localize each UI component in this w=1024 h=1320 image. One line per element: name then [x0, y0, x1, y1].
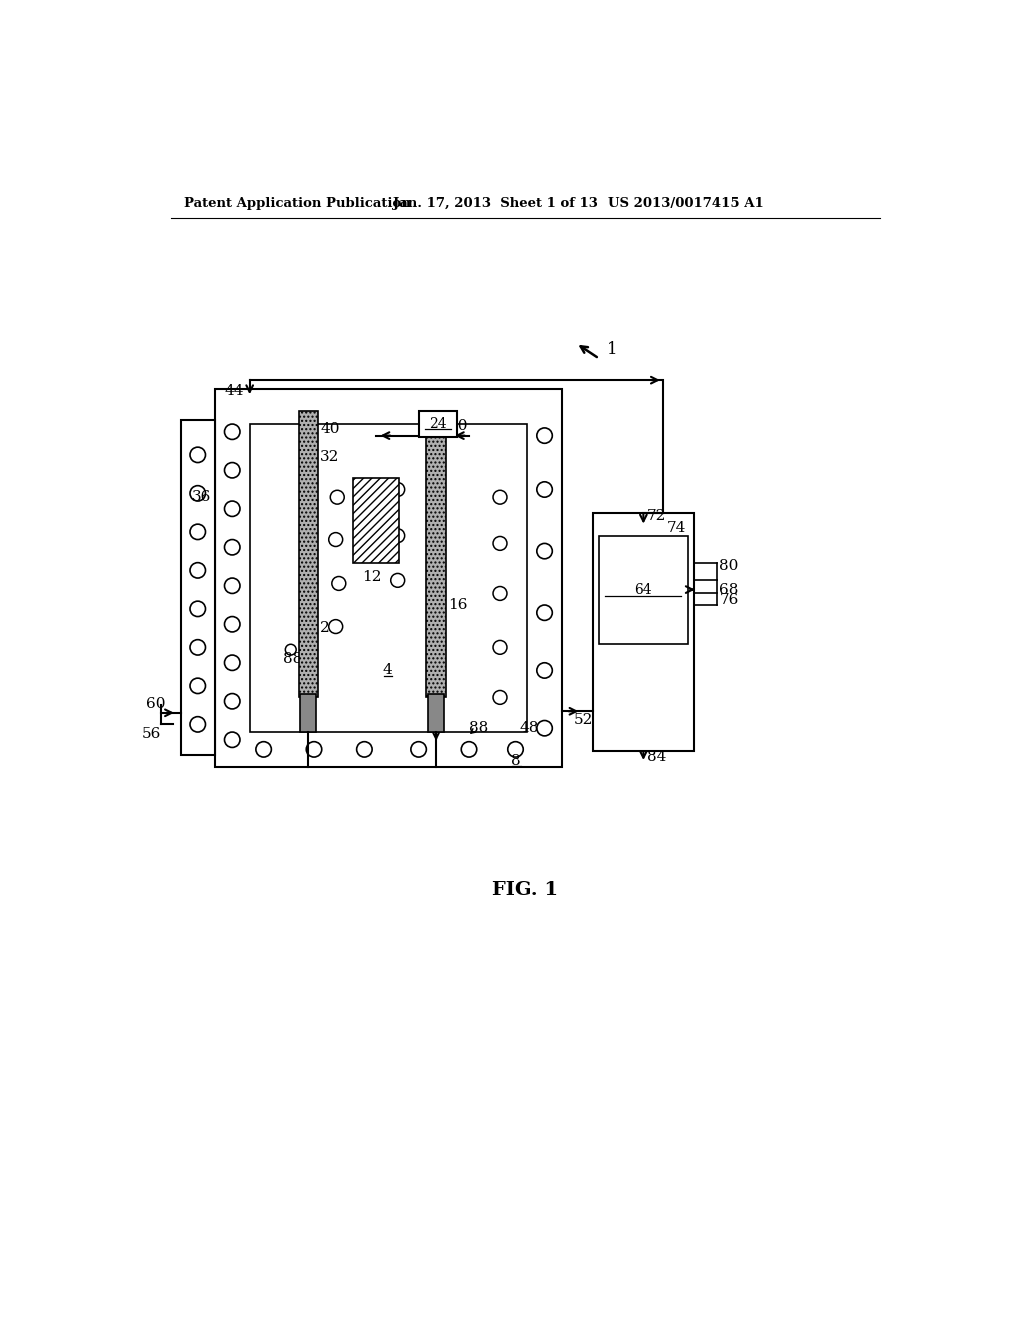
Circle shape	[190, 640, 206, 655]
Text: 28: 28	[321, 622, 340, 635]
Circle shape	[391, 573, 404, 587]
Circle shape	[537, 428, 552, 444]
Bar	[300, 693, 316, 733]
Text: Patent Application Publication: Patent Application Publication	[183, 197, 411, 210]
Circle shape	[224, 655, 240, 671]
Circle shape	[391, 483, 404, 496]
Text: 20: 20	[449, 420, 468, 433]
Circle shape	[190, 717, 206, 733]
Circle shape	[190, 486, 206, 502]
Text: FIG. 1: FIG. 1	[492, 880, 558, 899]
Bar	[599, 536, 687, 644]
Circle shape	[331, 490, 344, 504]
Text: 74: 74	[667, 521, 686, 535]
Text: 40: 40	[321, 422, 340, 437]
Bar	[180, 420, 215, 755]
Circle shape	[537, 544, 552, 558]
Circle shape	[411, 742, 426, 758]
Bar	[426, 411, 445, 697]
Circle shape	[493, 640, 507, 655]
Bar	[352, 478, 399, 562]
Text: 48: 48	[519, 721, 539, 735]
Bar	[250, 424, 527, 733]
Circle shape	[224, 693, 240, 709]
Text: 80: 80	[719, 560, 738, 573]
Circle shape	[537, 721, 552, 737]
Text: 68: 68	[719, 582, 738, 597]
Text: 44: 44	[224, 384, 245, 397]
Circle shape	[190, 601, 206, 616]
Circle shape	[537, 663, 552, 678]
Text: US 2013/0017415 A1: US 2013/0017415 A1	[608, 197, 764, 210]
Bar	[419, 411, 458, 437]
Circle shape	[537, 482, 552, 498]
Circle shape	[224, 733, 240, 747]
Text: 76: 76	[719, 593, 738, 607]
Circle shape	[224, 578, 240, 594]
Text: 12: 12	[362, 570, 382, 585]
Text: 8: 8	[511, 754, 520, 767]
Circle shape	[329, 533, 343, 546]
Circle shape	[224, 616, 240, 632]
Circle shape	[224, 502, 240, 516]
Text: 32: 32	[319, 450, 339, 465]
Circle shape	[256, 742, 271, 758]
Circle shape	[190, 678, 206, 693]
Text: 1: 1	[607, 341, 617, 358]
Text: 56: 56	[142, 727, 162, 742]
Circle shape	[537, 605, 552, 620]
Bar	[593, 512, 693, 751]
Bar	[215, 389, 562, 767]
Circle shape	[356, 742, 372, 758]
Text: 36: 36	[193, 490, 212, 504]
Circle shape	[508, 742, 523, 758]
Text: Jan. 17, 2013  Sheet 1 of 13: Jan. 17, 2013 Sheet 1 of 13	[393, 197, 598, 210]
Text: 88: 88	[469, 721, 488, 735]
Circle shape	[493, 536, 507, 550]
Circle shape	[224, 424, 240, 440]
Circle shape	[493, 690, 507, 705]
Text: 60: 60	[145, 697, 165, 710]
Circle shape	[224, 462, 240, 478]
Circle shape	[391, 529, 404, 543]
Circle shape	[286, 644, 296, 655]
Circle shape	[190, 447, 206, 462]
Text: 52: 52	[573, 714, 593, 727]
Circle shape	[190, 524, 206, 540]
Bar	[299, 411, 317, 697]
Text: 24: 24	[429, 417, 446, 432]
Circle shape	[461, 742, 477, 758]
Text: 16: 16	[449, 598, 468, 612]
Text: 72: 72	[647, 510, 667, 524]
Circle shape	[306, 742, 322, 758]
Text: 88: 88	[283, 652, 302, 665]
Bar	[428, 693, 444, 733]
Text: 84: 84	[647, 751, 667, 764]
Circle shape	[493, 586, 507, 601]
Circle shape	[190, 562, 206, 578]
Circle shape	[332, 577, 346, 590]
Text: 4: 4	[383, 664, 392, 677]
Circle shape	[329, 619, 343, 634]
Circle shape	[224, 540, 240, 554]
Circle shape	[493, 490, 507, 504]
Text: 64: 64	[635, 582, 652, 597]
